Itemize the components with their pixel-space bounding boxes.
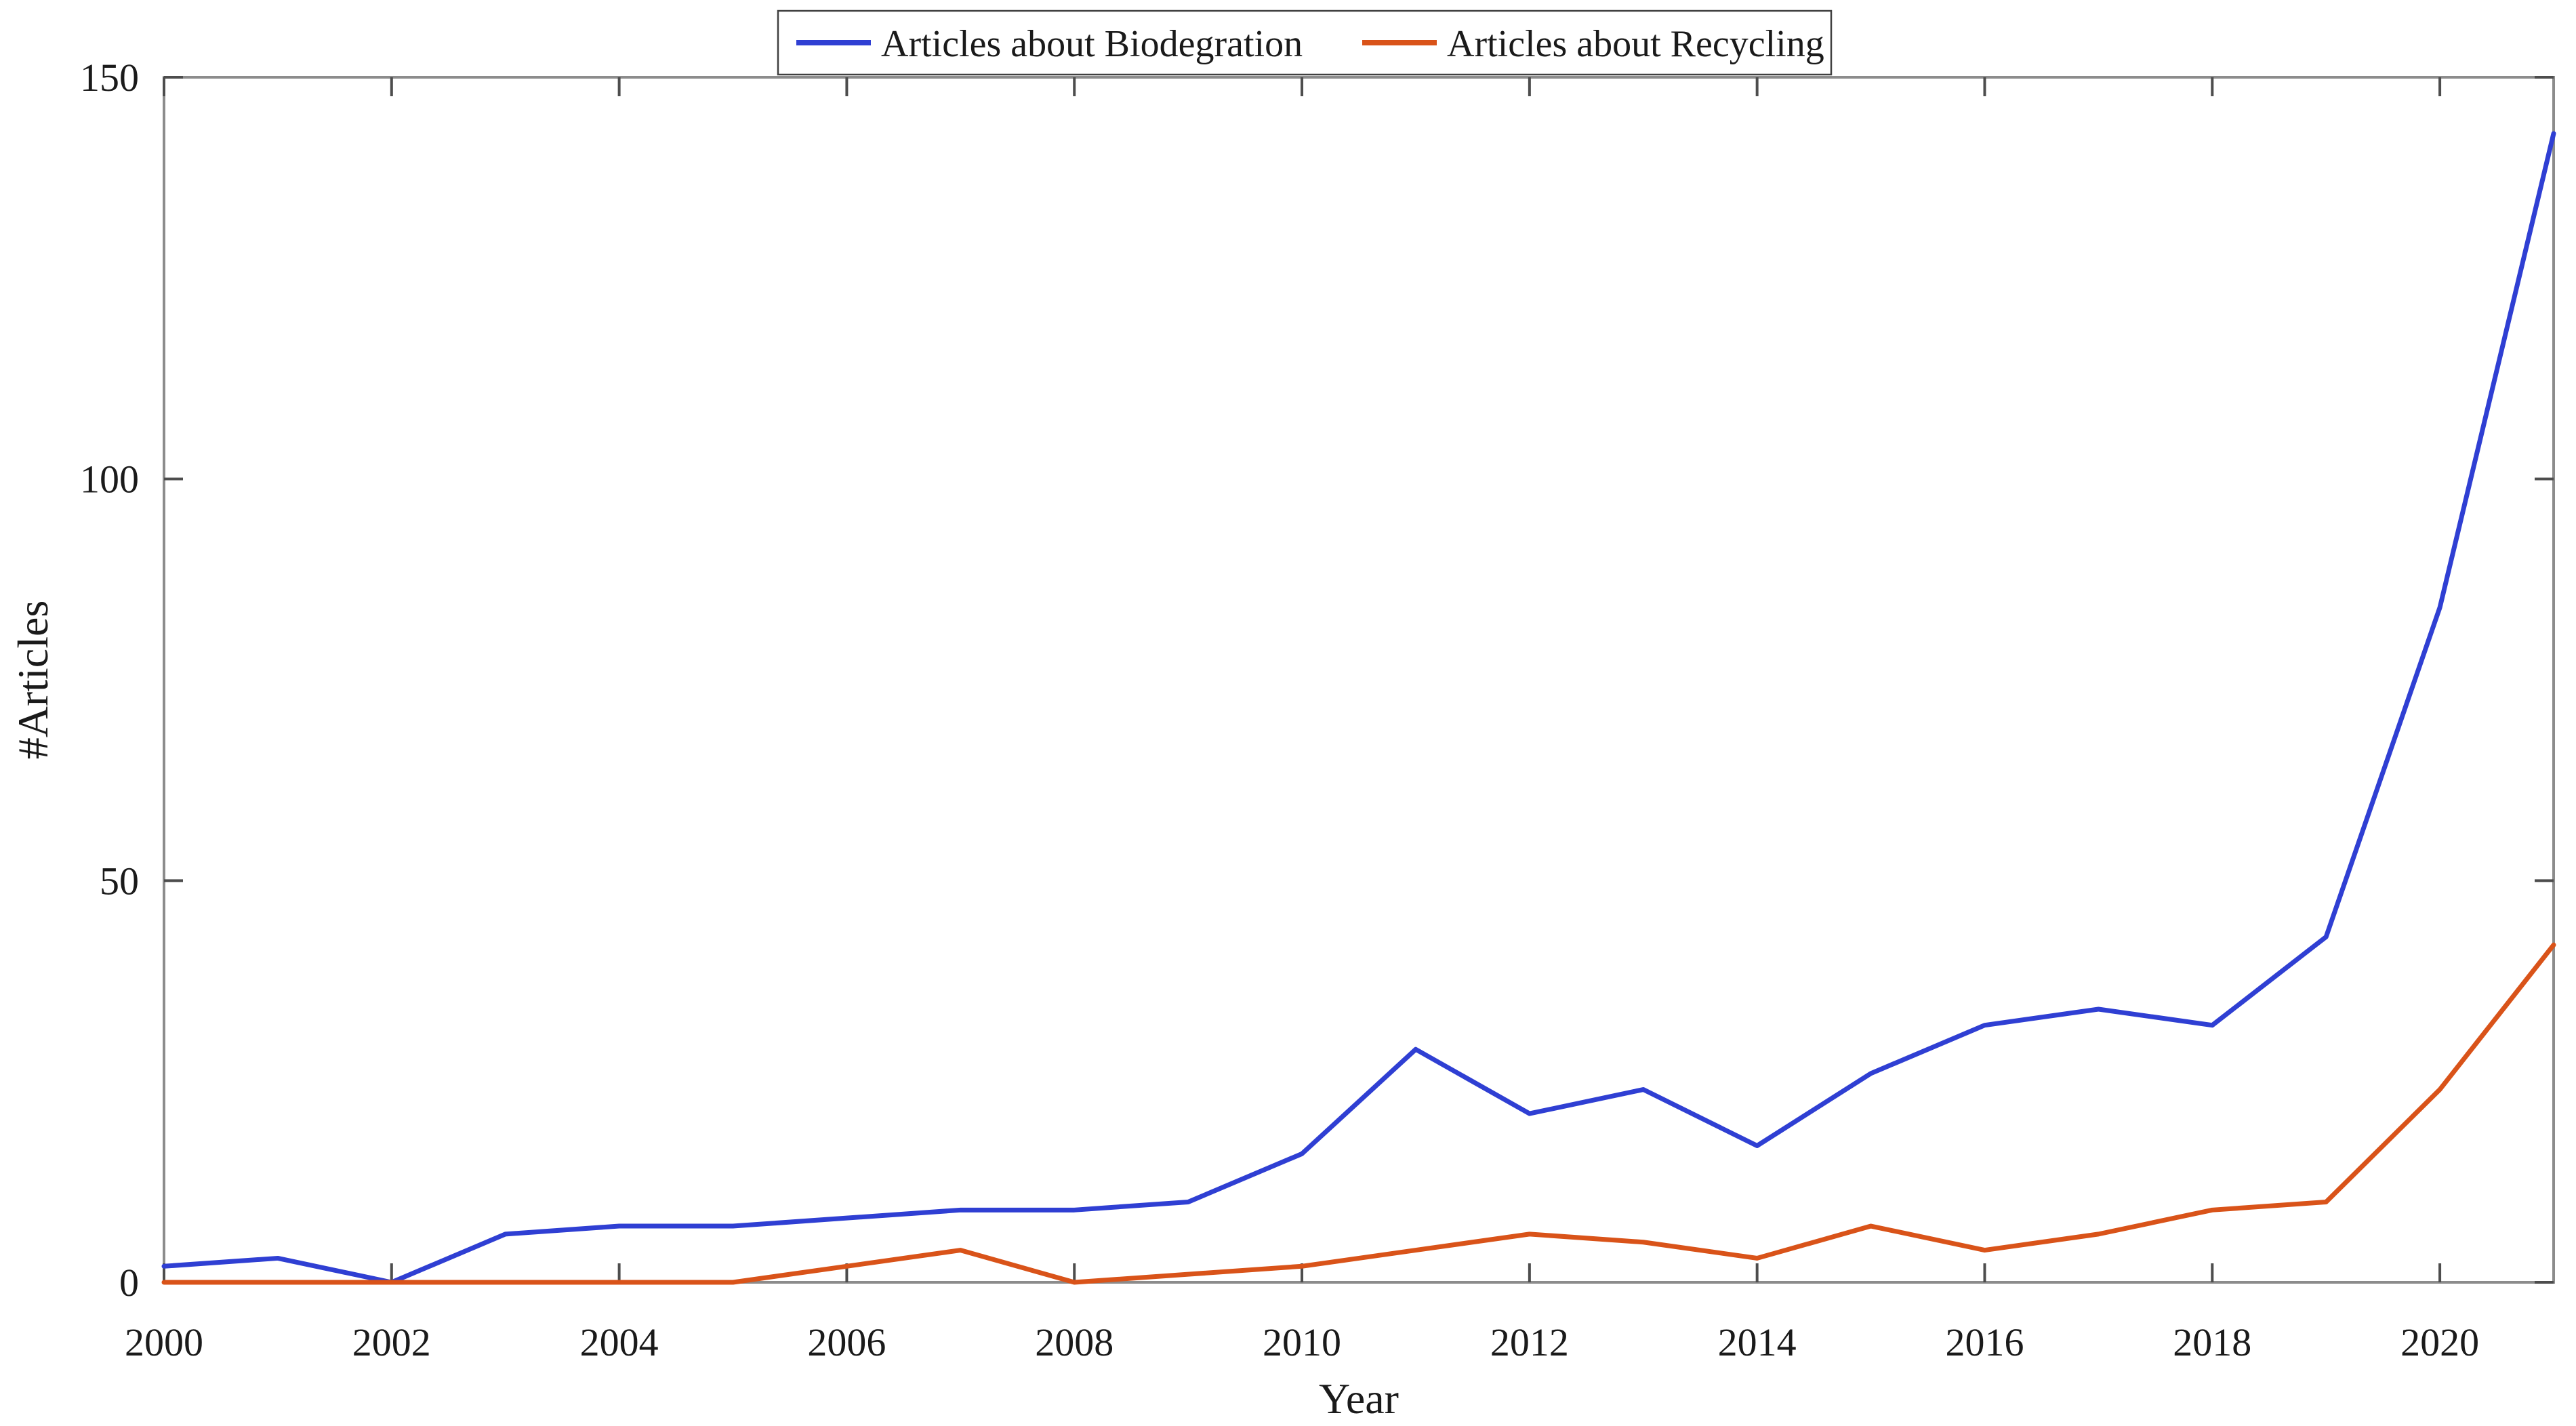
x-tick-label: 2000	[125, 1320, 203, 1364]
x-tick-label: 2016	[1945, 1320, 2024, 1364]
axes-layer: 2000 2002 2004 2006 2008 2010 2012 2014 2016 2018…	[80, 56, 2555, 1364]
plot-box	[163, 76, 2555, 1284]
legend-label-recycling: Articles about Recycling	[1447, 23, 1824, 65]
x-tick-label: 2008	[1035, 1320, 1113, 1364]
x-tick-label: 2010	[1263, 1320, 1341, 1364]
series-layer	[161, 131, 2556, 1285]
series-line-biodegration	[161, 131, 2556, 1285]
legend-label-biodegration: Articles about Biodegration	[881, 23, 1303, 65]
y-axis-title: #Articles	[9, 600, 57, 760]
legend-box	[777, 9, 1833, 76]
y-tick-label: 50	[100, 859, 139, 903]
y-tick-label: 150	[80, 56, 139, 100]
x-tick-label: 2012	[1490, 1320, 1569, 1364]
x-axis-title: Year	[1319, 1374, 1399, 1423]
legend: Articles about Biodegration Articles abo…	[777, 9, 1833, 76]
x-tick-label: 2004	[580, 1320, 659, 1364]
y-tick-label: 100	[80, 457, 139, 502]
x-tick-label: 2002	[352, 1320, 431, 1364]
series-line-recycling	[161, 942, 2556, 1285]
x-tick-label: 2006	[807, 1320, 886, 1364]
x-tick-label: 2014	[1718, 1320, 1797, 1364]
x-tick-label: 2020	[2400, 1320, 2479, 1364]
y-tick-label: 0	[119, 1261, 139, 1305]
x-tick-label: 2018	[2173, 1320, 2251, 1364]
